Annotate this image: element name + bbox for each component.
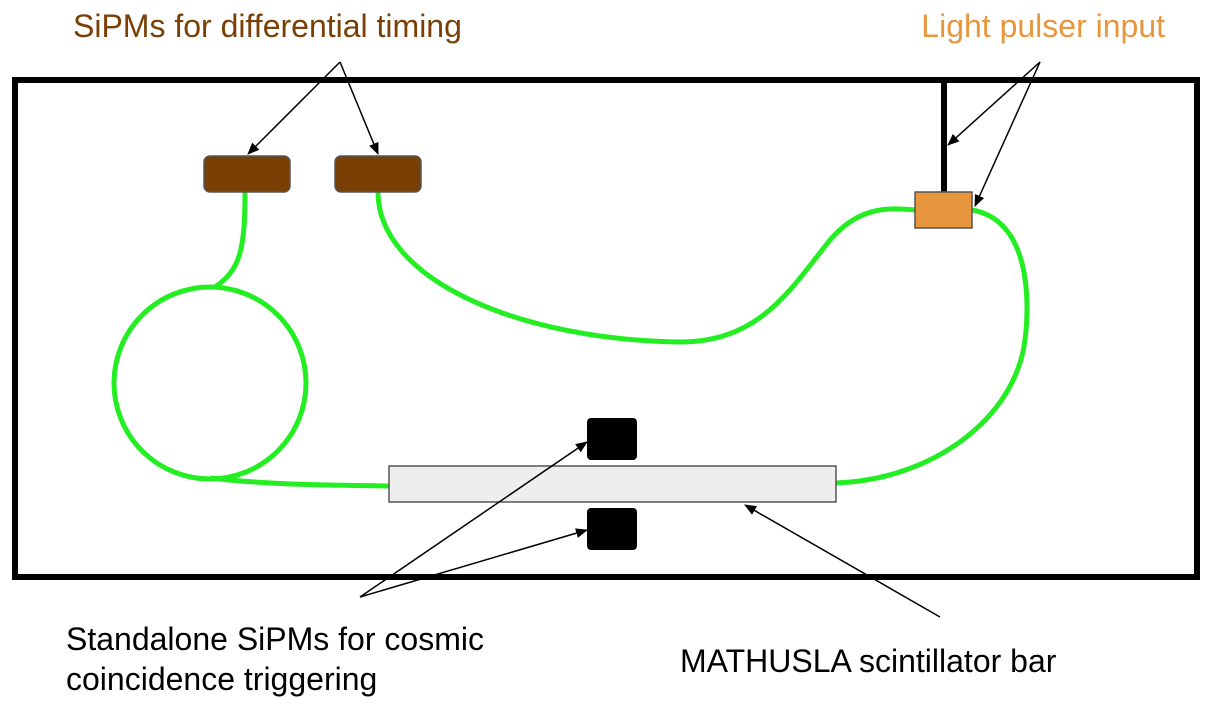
standalone-sipm-bottom bbox=[587, 508, 637, 550]
label-sipm-timing: SiPMs for differential timing bbox=[73, 8, 462, 44]
sipm-2 bbox=[334, 155, 422, 193]
arrows bbox=[247, 61, 1041, 618]
scintillator-bar bbox=[388, 465, 837, 503]
fibers bbox=[111, 191, 1030, 489]
standalone-sipm-top bbox=[587, 418, 637, 460]
enclosure bbox=[12, 77, 1200, 580]
light-pulser bbox=[914, 191, 973, 229]
label-light-pulser: Light pulser input bbox=[921, 8, 1165, 44]
sipm-1 bbox=[203, 155, 291, 193]
label-bar: MATHUSLA scintillator bar bbox=[680, 643, 1057, 679]
label-standalone-1: Standalone SiPMs for cosmic bbox=[66, 621, 484, 657]
label-standalone-2: coincidence triggering bbox=[66, 661, 377, 697]
